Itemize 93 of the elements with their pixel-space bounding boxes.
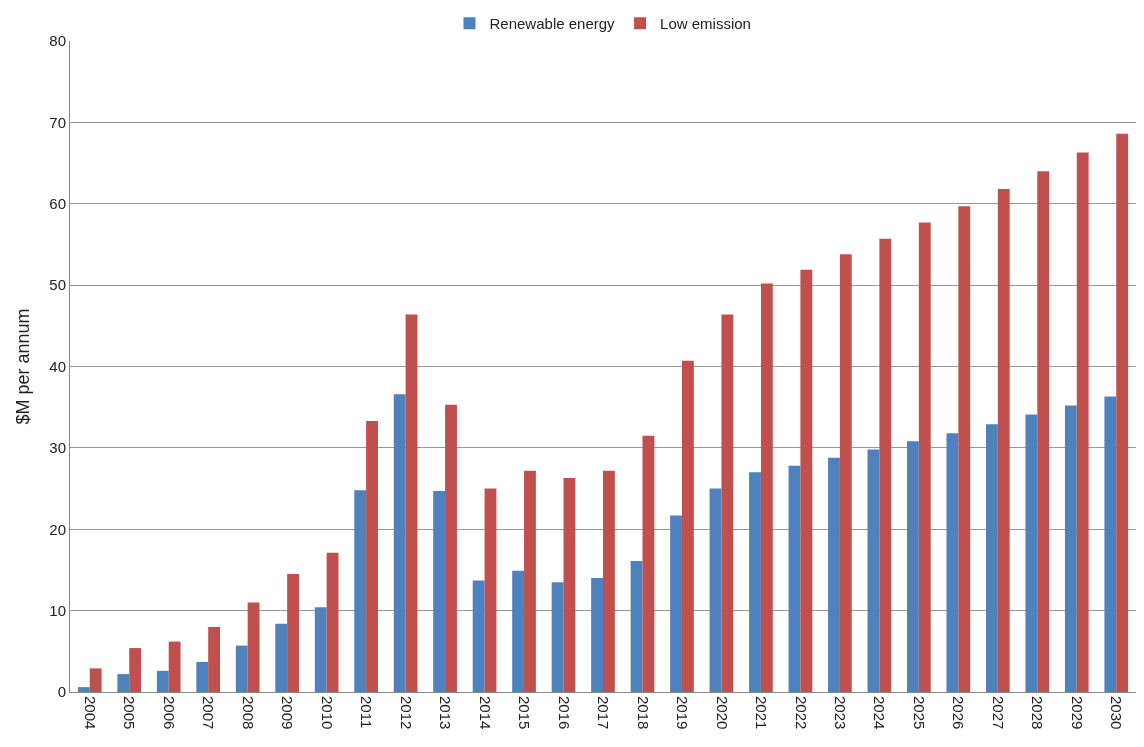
bar (445, 404, 457, 692)
bar (670, 515, 682, 692)
x-tick-label: 2025 (910, 696, 928, 730)
x-tick-label: 2011 (358, 696, 376, 729)
bar (314, 607, 327, 692)
y-tick-label: 50 (49, 276, 66, 294)
bar (1025, 414, 1038, 692)
x-tick-label: 2029 (1068, 696, 1086, 730)
bar (287, 574, 299, 692)
x-tick-label: 2016 (555, 696, 573, 730)
x-tick-label: 2030 (1108, 696, 1126, 730)
bar (800, 269, 813, 692)
bar (828, 457, 840, 692)
bar (354, 490, 367, 692)
bar (985, 424, 998, 692)
bar (1116, 133, 1129, 692)
bar (235, 645, 248, 692)
bar (326, 552, 339, 692)
x-tick-label: 2017 (595, 696, 613, 730)
bar (275, 623, 288, 692)
bar (749, 472, 761, 692)
x-tick-label: 2026 (950, 696, 968, 730)
bar (918, 222, 931, 692)
y-tick-label: 40 (49, 357, 66, 375)
x-tick-label: 2024 (871, 696, 889, 730)
bar (839, 254, 852, 692)
legend-label: Renewable energy (489, 15, 616, 33)
bar (1064, 405, 1077, 692)
x-tick-label: 2022 (792, 696, 810, 730)
x-tick-label: 2019 (674, 696, 692, 730)
x-tick-label: 2018 (634, 696, 652, 730)
bar (681, 360, 694, 692)
bar (760, 283, 773, 692)
x-tick-label: 2020 (713, 696, 731, 730)
y-tick-label: 70 (49, 113, 66, 131)
y-tick-label: 30 (49, 439, 66, 457)
bar (788, 465, 801, 692)
bar (709, 488, 722, 692)
x-tick-label: 2027 (989, 696, 1007, 730)
x-tick-label: 2006 (160, 696, 178, 730)
y-axis-title: $M per annum (12, 308, 33, 425)
x-tick-label: 2010 (318, 696, 336, 730)
bar (208, 626, 221, 692)
bar (997, 189, 1010, 692)
bar (405, 314, 418, 692)
bar (642, 435, 655, 692)
bar (1037, 171, 1050, 692)
bar (630, 560, 643, 692)
x-tick-label: 2021 (753, 696, 771, 730)
x-tick-label: 2007 (200, 696, 218, 730)
bar (156, 670, 169, 692)
y-tick-label: 60 (49, 195, 66, 212)
bar (603, 470, 615, 692)
bar (524, 470, 536, 692)
x-tick-label: 2028 (1029, 696, 1047, 730)
bar (472, 580, 485, 692)
x-tick-label: 2012 (397, 696, 415, 730)
bar (484, 488, 497, 692)
x-tick-label: 2023 (832, 696, 850, 730)
x-tick-label: 2014 (476, 696, 494, 730)
bar (721, 314, 734, 692)
bar (117, 674, 130, 692)
bar (907, 441, 919, 692)
bar (366, 421, 378, 692)
bar (946, 433, 959, 692)
bar (168, 641, 181, 692)
bar (247, 602, 260, 692)
bar (879, 238, 892, 692)
bar (958, 206, 971, 692)
bar (393, 394, 406, 692)
legend-label: Low emission (660, 15, 751, 33)
x-tick-label: 2015 (516, 696, 534, 730)
y-tick-label: 10 (49, 601, 66, 619)
bar (867, 449, 880, 692)
y-tick-label: 20 (49, 520, 66, 538)
x-tick-label: 2004 (81, 696, 99, 730)
bar (563, 477, 576, 692)
bar (591, 578, 603, 692)
bar (1076, 152, 1089, 692)
bar (196, 661, 209, 692)
x-tick-label: 2013 (437, 696, 455, 730)
bar (129, 648, 142, 692)
bar (433, 491, 446, 692)
bar (89, 668, 102, 692)
bar (512, 570, 525, 692)
bar (77, 687, 90, 692)
bar (551, 582, 564, 692)
bar (1104, 396, 1117, 692)
y-tick-label: 0 (57, 683, 66, 701)
x-tick-label: 2008 (239, 696, 257, 730)
x-tick-label: 2009 (279, 696, 297, 730)
y-tick-label: 80 (49, 32, 66, 50)
x-tick-label: 2005 (121, 696, 139, 730)
